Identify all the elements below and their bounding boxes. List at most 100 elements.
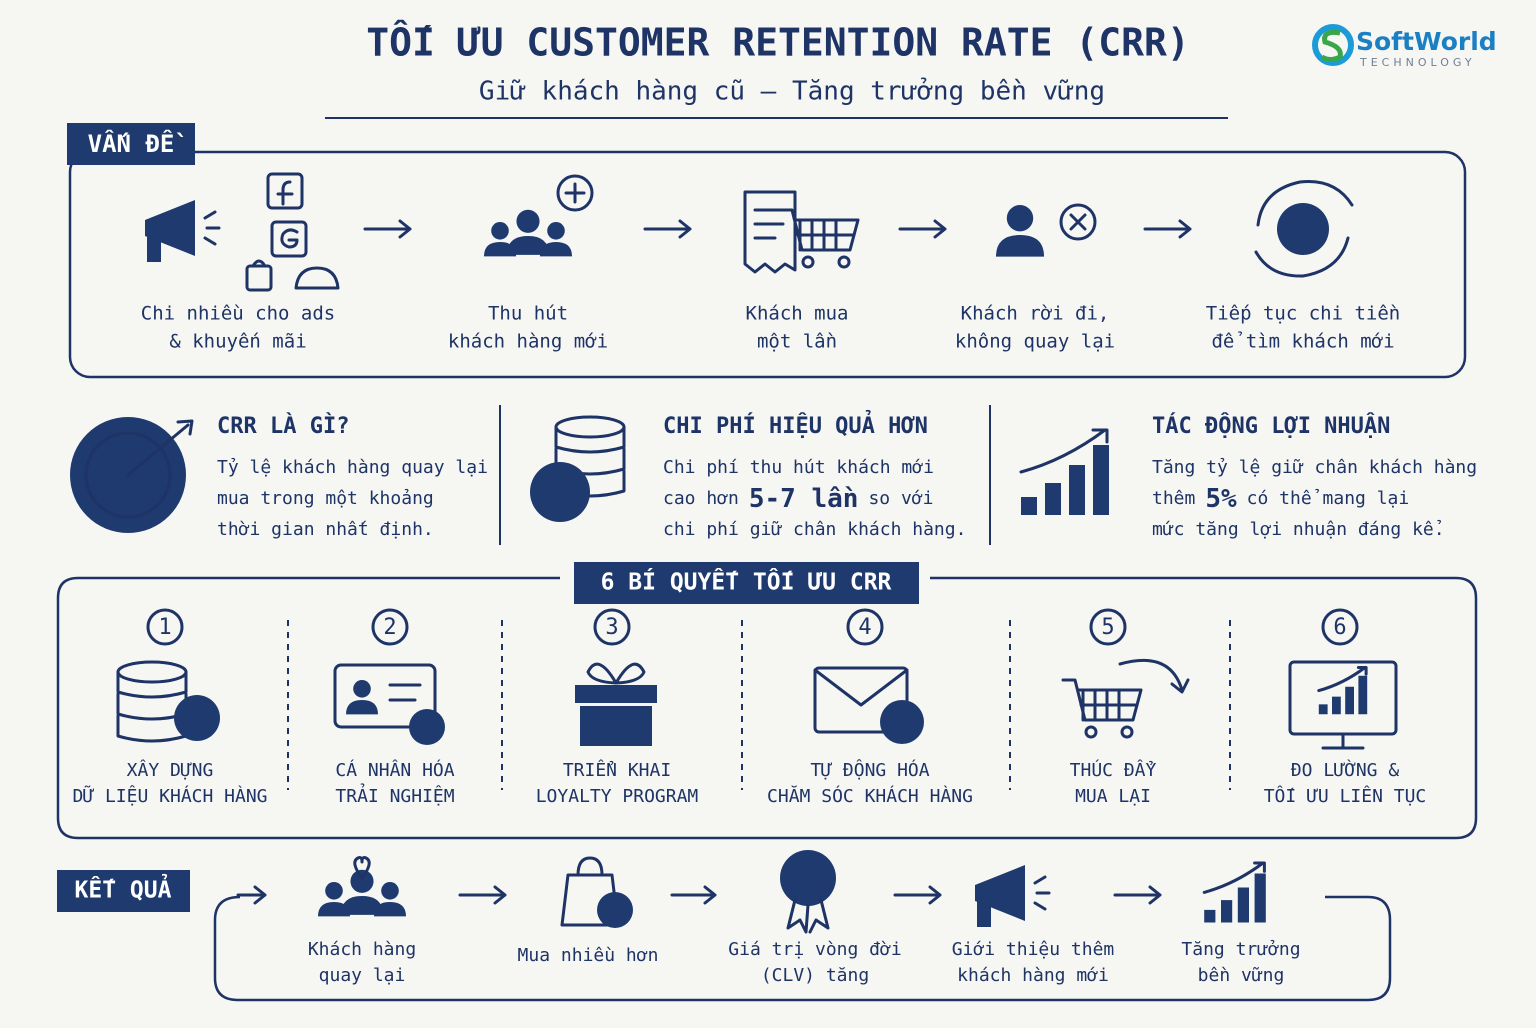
icon-part: [458, 885, 507, 905]
problem-step-text: Khách mua: [746, 303, 849, 325]
icon-part: [778, 208, 860, 252]
icon-part: [801, 255, 815, 269]
icon-part: [174, 695, 220, 741]
icon-part: [837, 255, 851, 269]
icon-part: [597, 892, 633, 928]
icon-part: [353, 680, 371, 698]
icon-part: [977, 899, 991, 927]
result-step-text: Mua nhiều hơn: [518, 945, 659, 966]
tip-text: DỮ LIỆU KHÁCH HÀNG: [72, 785, 267, 807]
tip-number: 2: [383, 615, 396, 640]
icon-part: [116, 660, 188, 684]
tips-title: 6 BÍ QUYẾT TỐI ƯU CRR: [601, 568, 892, 596]
icon-part: [743, 190, 797, 274]
icon-part: [346, 700, 378, 715]
tip-text: TỰ ĐỘNG HÓA: [810, 759, 929, 781]
result-step-text: (CLV) tăng: [761, 965, 869, 986]
tip-text: XÂY DỰNG: [127, 759, 214, 781]
tip-text: TRIỂN KHAI: [563, 759, 671, 781]
icon-part: [266, 172, 304, 210]
problem-step-text: Thu hút: [488, 303, 568, 325]
icon-part: [270, 220, 308, 258]
logo-mark: [1312, 24, 1354, 66]
logo: SoftWorld TECHNOLOGY: [1312, 24, 1497, 69]
icon-part: [280, 228, 299, 249]
tip-number: 6: [1333, 615, 1346, 640]
icon-part: [1019, 428, 1109, 474]
icon-part: [1089, 608, 1127, 646]
icon-part: [880, 700, 924, 744]
info-line: Tỷ lệ khách hàng quay lại: [217, 457, 488, 478]
icon-part: [1221, 900, 1233, 923]
icon-part: [996, 235, 1044, 257]
info-line: mua trong một khoảng: [217, 488, 434, 509]
problem-step-text: không quay lại: [955, 331, 1115, 353]
icon-part: [251, 259, 267, 268]
icon-part: [1059, 203, 1097, 241]
icon-part: [530, 462, 590, 522]
problem-label: VẤN ĐỀ: [88, 129, 184, 158]
icon-part: [1237, 887, 1249, 923]
info-line: chi phí giữ chân khách hàng.: [663, 519, 966, 540]
problem-step-text: Chi nhiều cho ads: [141, 303, 335, 325]
icon-part: [353, 856, 371, 880]
icon-part: [753, 208, 785, 240]
icon-part: [554, 415, 626, 439]
icon-part: [1069, 465, 1085, 515]
info-title: CRR LÀ GÌ?: [217, 413, 349, 439]
icon-part: [341, 896, 383, 915]
tip-text: CÁ NHÂN HÓA: [335, 759, 454, 781]
icon-part: [147, 234, 161, 262]
icon-part: [580, 706, 652, 746]
icon-part: [1318, 704, 1328, 715]
icon-part: [363, 219, 412, 239]
tip-text: ĐO LƯỜNG &: [1291, 759, 1400, 781]
result-step-text: Giá trị vòng đời: [728, 939, 901, 960]
icon-part: [1143, 219, 1192, 239]
tip-number: 4: [858, 615, 871, 640]
result-step-text: Khách hàng: [308, 939, 416, 960]
icon-part: [1033, 875, 1051, 911]
icon-part: [898, 219, 947, 239]
info-title: CHI PHÍ HIỆU QUẢ HƠN: [663, 410, 928, 439]
icon-part: [294, 266, 340, 290]
icon-part: [1358, 675, 1368, 715]
tip-number: 1: [158, 615, 171, 640]
problem-step-text: Tiếp tục chi tiền: [1206, 303, 1400, 325]
logo-name: SoftWorld: [1356, 27, 1497, 56]
icon-part: [1118, 658, 1190, 694]
icon-part: [1202, 861, 1266, 894]
icon-part: [1084, 725, 1098, 739]
icon-part: [975, 865, 1025, 921]
subtitle: Giữ khách hàng cũ – Tăng trưởng bền vững: [479, 77, 1105, 107]
icon-part: [1321, 732, 1365, 750]
icon-part: [1045, 483, 1061, 515]
result-step-text: Tăng trưởng: [1181, 939, 1300, 960]
icon-part: [388, 683, 422, 702]
icon-part: [203, 210, 221, 246]
icon-part: [1254, 873, 1266, 923]
icon-part: [564, 182, 586, 204]
icon-part: [1277, 203, 1329, 255]
icon-part: [1332, 696, 1341, 715]
icon-part: [491, 222, 509, 240]
info-text: thời gian nhất định.: [217, 519, 434, 540]
result-step-text: Giới thiệu thêm: [952, 939, 1115, 960]
icon-part: [643, 219, 692, 239]
tip-text: TRẢI NGHIỆM: [335, 784, 454, 807]
info-text: Chi phí thu hút khách mới: [663, 457, 934, 478]
icon-part: [126, 419, 194, 477]
info-title: TÁC ĐỘNG LỢI NHUẬN: [1152, 412, 1390, 439]
icon-part: [146, 608, 184, 646]
info-text: so với: [868, 488, 933, 509]
info-line: thêm 5% có thể mang lại: [1152, 484, 1409, 514]
tip-text: CHĂM SÓC KHÁCH HÀNG: [767, 785, 973, 807]
icon-part: [381, 882, 399, 900]
icon-part: [1204, 909, 1216, 923]
icon-part: [1254, 179, 1354, 278]
info-line: mức tăng lợi nhuận đáng kể.: [1152, 519, 1445, 540]
tip-text: TỐI ƯU LIÊN TỤC: [1264, 785, 1427, 807]
info-text: mua trong một khoảng: [217, 488, 434, 509]
icon-part: [516, 209, 540, 233]
